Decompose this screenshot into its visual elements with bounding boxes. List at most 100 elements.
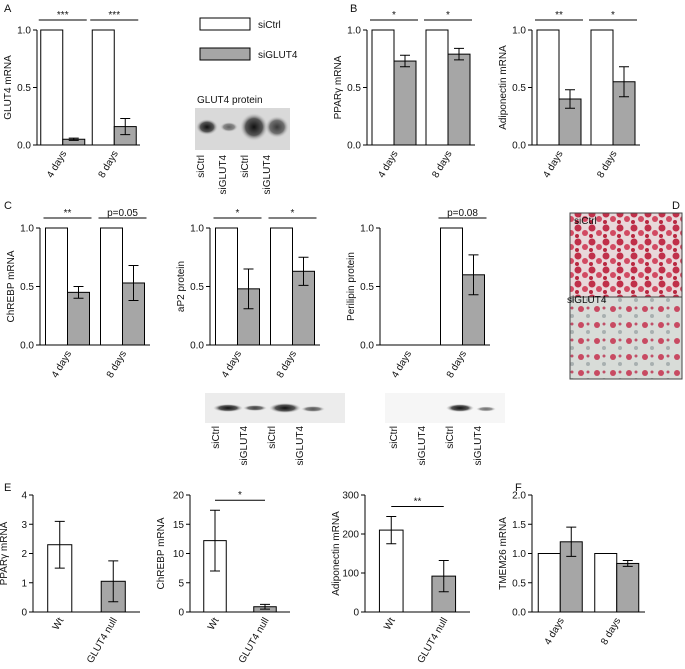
staining: siCtrl siGLUT4 [567,212,683,380]
y-tick-label: 1.0 [347,26,361,37]
bar [45,227,68,346]
y-tick-label: 0 [178,608,184,619]
y-tick-label: 1 [21,578,27,589]
x-tick-label: 8 days [445,349,469,380]
bar [440,227,463,346]
bar [100,227,123,346]
x-tick-label: 8 days [275,349,299,380]
y-axis-label: PPARγ mRNA [333,55,344,119]
y-axis-label: GLUT4 mRNA [3,55,14,120]
lane-label: siCtrl [211,426,222,449]
y-tick-label: 1.0 [512,26,526,37]
sig-label: * [446,10,450,21]
lane-label: siGLUT4 [473,426,484,466]
y-tick-label: 0.0 [17,141,31,152]
lane-label: siCtrl [445,426,456,449]
sig-label: *** [57,10,69,21]
y-tick-label: 1.0 [190,224,204,235]
error-bar [108,560,119,603]
band [240,113,268,141]
bar [616,562,640,613]
bar [40,29,64,146]
x-tick-label: GLUT4 null [237,616,272,665]
x-tick-label: Wt [51,616,67,632]
legend-label: siCtrl [258,20,281,31]
y-tick-label: 0.0 [512,608,526,619]
y-tick-label: 100 [342,569,359,580]
y-tick-label: 0.5 [20,282,34,293]
y-axis-label: Perilipin protein [346,252,357,321]
y-tick-label: 200 [342,530,359,541]
band [243,405,267,411]
band [301,406,325,412]
y-tick-label: 0.5 [190,282,204,293]
lane-label: siGLUT4 [239,426,250,466]
x-tick-label: Wt [382,616,398,632]
blots [195,108,505,423]
sig-label: * [611,10,615,21]
y-tick-label: 0.5 [512,578,526,589]
blot-title: GLUT4 protein [197,95,263,106]
bar [371,29,395,146]
bar [536,29,560,146]
x-tick-label: 8 days [599,616,623,647]
bar [215,227,238,346]
band [265,116,289,138]
y-tick-label: 0 [353,608,359,619]
y-tick-label: 2 [21,549,27,560]
sig-label: ** [414,496,422,507]
sig-label: ** [555,10,563,21]
x-tick-label: 8 days [97,149,121,180]
y-tick-label: 0.0 [360,341,374,352]
y-tick-label: 1.5 [512,520,526,531]
y-tick-label: 0 [21,608,27,619]
panel-letter: F [515,482,522,494]
band [213,404,243,412]
y-tick-label: 0.5 [347,83,361,94]
y-tick-label: 0.5 [512,83,526,94]
error-bar [210,509,220,572]
error-bar [386,515,397,545]
error-bar [565,89,575,109]
lane-label: siCtrl [267,426,278,449]
lane-label: siGLUT4 [262,155,273,195]
y-tick-label: 20 [173,491,185,502]
band [269,403,301,413]
y-tick-label: 15 [173,520,185,531]
sig-label: * [238,490,242,501]
sig-label: * [392,10,396,21]
y-axis-label: Adiponectin mRNA [498,45,509,130]
error-bar [619,66,629,98]
x-tick-label: 4 days [541,149,565,180]
sig-label: *** [108,10,120,21]
panel-letter: E [4,482,11,494]
sig-label: p=0.05 [107,208,138,219]
bar [594,553,618,613]
panel-letter: B [350,3,357,15]
y-axis-label: ChREBP mRNA [156,517,167,589]
lane-label: siCtrl [389,426,400,449]
legend-swatch [199,17,251,31]
error-bar [400,54,410,68]
error-bar [260,603,270,610]
y-axis-label: TMEM26 mRNA [498,517,509,590]
lane-label: siGLUT4 [218,155,229,195]
y-tick-label: 3 [21,520,27,531]
bar [447,53,471,146]
x-tick-label: 4 days [543,616,567,647]
y-tick-label: 0.0 [512,141,526,152]
x-tick-label: 4 days [45,149,69,180]
error-bar [120,118,131,136]
x-tick-label: 8 days [430,149,454,180]
x-tick-label: 4 days [50,349,74,380]
x-tick-label: 8 days [105,349,129,380]
legend-label: siGLUT4 [258,50,298,61]
sig-label: * [236,208,240,219]
y-tick-label: 1.0 [17,26,31,37]
error-bar [298,256,309,286]
bar [537,553,561,613]
band [476,406,496,412]
error-bar [73,286,84,299]
y-tick-label: 0.0 [347,141,361,152]
y-tick-label: 2.0 [512,491,526,502]
